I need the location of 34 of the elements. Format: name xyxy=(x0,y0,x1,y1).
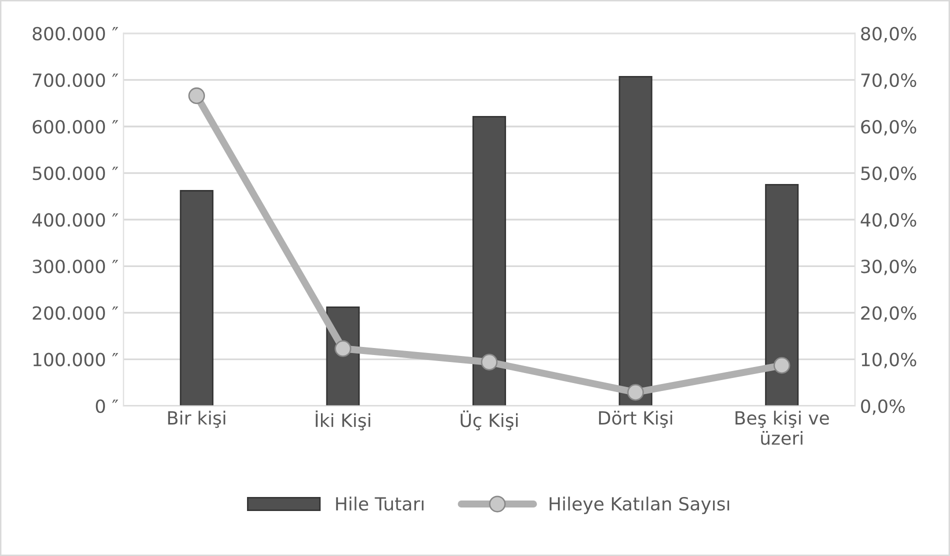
point xyxy=(774,357,790,374)
bar xyxy=(472,116,506,406)
y-tick-label: 200.000 ″ xyxy=(32,306,118,320)
y2-tick-label: 50,0% xyxy=(861,166,916,182)
point xyxy=(188,87,205,104)
x-tick-label: İki Kişi xyxy=(316,410,370,430)
y2-tick-label: 30,0% xyxy=(861,260,916,276)
y-tick-label: 700.000 ″ xyxy=(32,73,118,88)
x-tick-label: Beş kişi ve üzeri xyxy=(736,410,829,445)
bar xyxy=(765,184,799,406)
y2-tick-label: 60,0% xyxy=(861,120,916,136)
legend-label: Hile Tutarı xyxy=(336,496,424,511)
y-tick-label: 500.000 ″ xyxy=(32,166,118,180)
y-tick-label: 0 ″ xyxy=(96,399,118,413)
y2-tick-label: 10,0% xyxy=(862,352,916,368)
point xyxy=(627,384,644,401)
y-tick-label: 600.000 ″ xyxy=(32,120,118,134)
bar xyxy=(180,190,214,406)
y-tick-label: 100.000 ″ xyxy=(33,352,118,366)
y2-tick-label: 0,0% xyxy=(861,399,905,415)
y-tick-label: 400.000 ″ xyxy=(32,213,118,227)
y2-tick-label: 70,0% xyxy=(861,73,916,89)
legend-label: Hileye Katılan Sayısı xyxy=(550,496,730,514)
x-tick-label: Dört Kişi xyxy=(599,410,672,428)
y2-tick-label: 40,0% xyxy=(860,213,916,229)
bar xyxy=(618,76,652,406)
y2-tick-label: 20,0% xyxy=(861,306,916,322)
y2-tick-label: 80,0% xyxy=(861,26,916,42)
point xyxy=(334,340,352,357)
x-tick-label: Üç Kişi xyxy=(460,410,518,430)
point xyxy=(480,354,498,370)
y-tick-label: 300.000 ″ xyxy=(32,260,118,274)
x-tick-label: Bir kişi xyxy=(168,410,226,428)
y-tick-label: 800.000 ″ xyxy=(32,26,118,40)
